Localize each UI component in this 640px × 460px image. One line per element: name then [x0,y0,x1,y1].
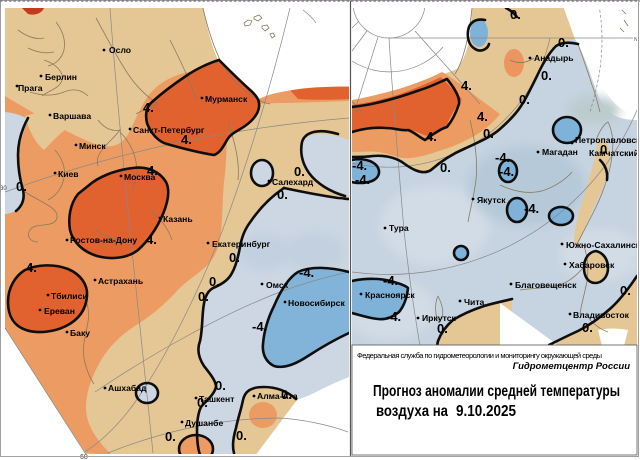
svg-text:0.: 0. [197,395,208,410]
svg-text:9.10.2025: 9.10.2025 [456,403,516,420]
svg-text:-4.: -4. [524,201,539,216]
svg-text:Магадан: Магадан [542,147,578,157]
svg-text:Анадырь: Анадырь [534,53,574,63]
svg-text:4.: 4. [477,109,488,124]
svg-text:4.: 4. [26,260,37,275]
svg-text:Осло: Осло [109,45,131,55]
svg-text:0.: 0. [281,387,292,402]
svg-text:Баку: Баку [70,328,90,338]
svg-text:Омск: Омск [266,280,289,290]
svg-text:Варшава: Варшава [53,111,91,121]
svg-text:Прогноз аномалии средней темпе: Прогноз аномалии средней температуры [373,383,620,400]
svg-text:Ашхабад: Ашхабад [108,383,147,393]
svg-text:Екатеринбург: Екатеринбург [212,239,271,249]
svg-text:Тура: Тура [389,223,409,233]
svg-text:0.: 0. [558,35,569,50]
svg-text:Федеральная служба по гидромет: Федеральная служба по гидрометеорологии … [357,351,602,360]
svg-text:Иркутск: Иркутск [422,313,456,323]
svg-text:Мурманск: Мурманск [205,94,248,104]
svg-text:4.: 4. [181,132,192,147]
svg-text:Санкт-Петербург: Санкт-Петербург [133,125,205,135]
svg-text:Якутск: Якутск [477,195,506,205]
svg-text:4.: 4. [461,78,472,93]
svg-text:Южно-Сахалинск: Южно-Сахалинск [566,240,640,250]
svg-text:0.: 0. [620,283,631,298]
svg-text:Киев: Киев [58,169,79,179]
svg-text:Владивосток: Владивосток [573,310,630,320]
svg-text:0: 0 [600,142,607,157]
svg-text:4.: 4. [143,100,154,115]
svg-text:Ташкент: Ташкент [199,394,234,404]
svg-text:Минск: Минск [79,141,106,151]
svg-text:0.: 0. [236,428,247,443]
svg-text:Астрахань: Астрахань [98,276,143,286]
svg-text:4.: 4. [426,129,437,144]
svg-text:-4.: -4. [355,172,370,187]
svg-text:0.: 0. [582,320,593,335]
svg-text:0.: 0. [541,68,552,83]
svg-text:Камчатский: Камчатский [589,148,639,158]
svg-text:4.: 4. [147,163,158,178]
svg-text:Ереван: Ереван [44,306,75,316]
svg-text:-4.: -4. [386,309,401,324]
svg-text:0.: 0. [277,187,288,202]
svg-text:Благовещенск: Благовещенск [515,280,577,290]
svg-text:воздуха на: воздуха на [376,403,448,420]
svg-text:0.: 0. [209,274,220,289]
svg-text:Прага: Прага [18,83,43,93]
svg-text:Алма-Ата: Алма-Ата [257,391,298,401]
svg-text:0.: 0. [229,250,240,265]
svg-text:Салехард: Салехард [272,177,314,187]
svg-text:30: 30 [0,186,7,192]
svg-text:-4.: -4. [352,158,367,173]
svg-text:Петропавловск: Петропавловск [575,135,640,145]
svg-text:-4.: -4. [495,150,510,165]
svg-text:4.: 4. [146,232,157,247]
svg-text:0.: 0. [165,429,176,444]
svg-text:0.: 0. [437,321,448,336]
svg-text:Ростов-на-Дону: Ростов-на-Дону [70,235,137,245]
svg-text:0.: 0. [16,179,27,194]
svg-text:Хабаровск: Хабаровск [569,260,615,270]
svg-text:Чита: Чита [464,297,485,307]
svg-text:Казань: Казань [163,214,193,224]
svg-text:-4.: -4. [252,319,267,334]
svg-text:-4.: -4. [299,265,314,280]
svg-text:Москва: Москва [124,172,156,182]
svg-text:Красноярск: Красноярск [365,290,415,300]
svg-text:Новосибирск: Новосибирск [288,298,345,308]
svg-text:0.: 0. [510,7,521,22]
svg-text:Душанбе: Душанбе [185,418,223,428]
svg-text:0.: 0. [440,160,451,175]
svg-text:Гидрометцентр России: Гидрометцентр России [513,361,631,372]
svg-text:-4.: -4. [383,273,398,288]
svg-text:Берлин: Берлин [45,72,77,82]
svg-text:N: N [634,37,638,43]
svg-text:-4.: -4. [499,164,514,179]
svg-text:0.: 0. [483,126,494,141]
svg-text:Тбилиси: Тбилиси [51,291,88,301]
svg-text:0.: 0. [519,92,530,107]
svg-text:0.: 0. [198,289,209,304]
svg-text:0.: 0. [215,378,226,393]
svg-text:0.: 0. [294,164,305,179]
